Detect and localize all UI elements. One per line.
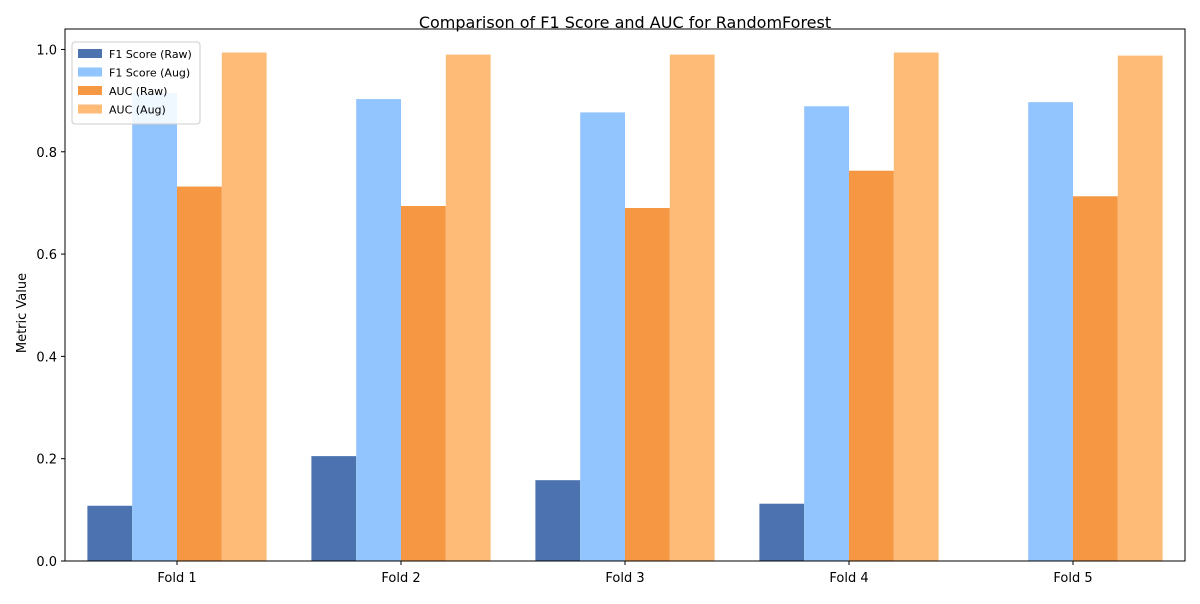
x-tick-label: Fold 3 xyxy=(605,571,644,586)
bar-fold-3-series-2 xyxy=(580,112,625,561)
bar-fold-2-series-2 xyxy=(356,99,401,561)
bar-fold-2-series-4 xyxy=(445,54,491,561)
legend-label: F1 Score (Raw) xyxy=(109,48,192,61)
bar-fold-4-series-3 xyxy=(849,170,894,561)
y-tick-label: 0.6 xyxy=(36,248,57,263)
bar-fold-5-series-4 xyxy=(1117,55,1163,561)
y-tick-label: 1.0 xyxy=(36,43,57,58)
legend-swatch xyxy=(78,67,102,77)
bar-fold-3-series-3 xyxy=(625,208,670,562)
x-tick-label: Fold 5 xyxy=(1053,571,1092,586)
legend: F1 Score (Raw) F1 Score (Aug) AUC (Raw) AUC… xyxy=(71,41,201,125)
bar-fold-4-series-1 xyxy=(759,503,805,561)
bar-fold-3-series-4 xyxy=(669,54,715,561)
plot-frame xyxy=(64,28,1186,562)
x-tick-label: Fold 4 xyxy=(829,571,868,586)
legend-swatch xyxy=(78,104,102,114)
bar-fold-5-series-2 xyxy=(1028,102,1073,562)
y-axis-label: Metric Value xyxy=(15,273,30,353)
bars-layer xyxy=(87,52,1163,562)
bar-fold-2-series-3 xyxy=(401,205,446,562)
bar-fold-1-series-3 xyxy=(177,186,222,562)
bar-fold-1-series-1 xyxy=(87,505,133,561)
bar-fold-1-series-4 xyxy=(221,52,267,561)
legend-box xyxy=(71,41,201,125)
x-tick-label: Fold 1 xyxy=(157,571,196,586)
bar-fold-4-series-4 xyxy=(893,52,939,561)
bar-fold-5-series-3 xyxy=(1073,196,1118,561)
y-tick-label: 0.4 xyxy=(36,350,57,365)
axes-layer: Fold 1 Fold 2 Fold 3 Fold 4 Fold 5 0.0 0.2 0.4 0… xyxy=(36,28,1186,586)
bar-fold-4-series-2 xyxy=(804,106,849,562)
bar-fold-2-series-1 xyxy=(311,456,357,561)
x-tick-label: Fold 2 xyxy=(381,571,420,586)
bar-fold-3-series-1 xyxy=(535,480,581,561)
bar-fold-1-series-2 xyxy=(132,92,177,561)
y-tick-label: 0.0 xyxy=(36,555,57,570)
legend-swatch xyxy=(78,49,102,58)
chart-title: Comparison of F1 Score and AUC for Rando… xyxy=(419,13,831,32)
legend-label: F1 Score (Aug) xyxy=(109,67,190,80)
y-tick-label: 0.2 xyxy=(36,453,57,468)
legend-swatch xyxy=(78,86,102,95)
legend-label: AUC (Raw) xyxy=(109,85,167,98)
y-tick-label: 0.8 xyxy=(36,146,57,161)
legend-label: AUC (Aug) xyxy=(109,104,166,117)
